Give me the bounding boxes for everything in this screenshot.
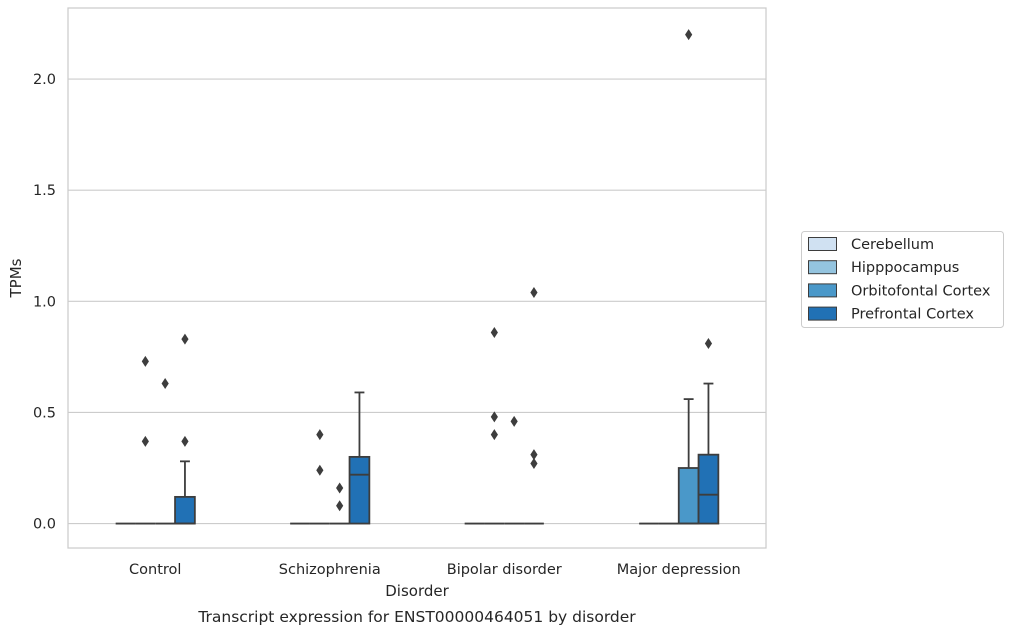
box-group: [677, 29, 700, 525]
chart-caption: Transcript expression for ENST0000046405…: [197, 608, 636, 626]
outlier-point: [181, 435, 189, 447]
outlier-point: [510, 415, 518, 427]
y-tick-label: 1.5: [33, 183, 56, 199]
box-iqr: [697, 453, 720, 525]
outlier-point: [181, 333, 189, 345]
box-group: [697, 338, 720, 525]
box-group: [135, 355, 156, 525]
grid-lines: [68, 78, 766, 525]
box-group: [174, 333, 196, 525]
x-tick-label: Bipolar disorder: [447, 562, 562, 578]
outlier-point: [530, 449, 538, 461]
y-tick-label: 2.0: [33, 72, 56, 88]
y-tick-label: 0.5: [33, 405, 56, 421]
legend-swatch: [808, 306, 837, 321]
legend-label: Hipppocampus: [851, 260, 959, 276]
outlier-point: [530, 286, 538, 298]
y-axis-ticks: 0.0 0.5 1.0 1.5 2.0: [33, 72, 56, 532]
outlier-point: [316, 429, 324, 441]
box-group: [155, 378, 176, 525]
box-iqr: [174, 495, 196, 525]
y-tick-label: 0.0: [33, 517, 56, 533]
box-group: [329, 482, 350, 525]
legend-swatch: [808, 283, 837, 298]
outlier-point: [336, 500, 344, 512]
outlier-point: [490, 429, 498, 441]
legend-label: Prefrontal Cortex: [851, 307, 974, 323]
box-group: [348, 391, 371, 525]
box-iqr: [348, 455, 371, 525]
box-group: [504, 415, 525, 525]
legend: Cerebellum Hipppocampus Orbitofontal Corte…: [801, 231, 1004, 328]
outlier-point: [704, 338, 713, 350]
box-group: [309, 429, 330, 525]
x-tick-label: Schizophrenia: [279, 562, 381, 578]
box-plot-boxes: [115, 29, 720, 525]
x-axis-ticks: Control Schizophrenia Bipolar disorder Majo…: [129, 562, 741, 578]
legend-frame: [801, 231, 1004, 328]
plot-frame: [67, 7, 767, 549]
outlier-point: [685, 29, 693, 41]
outlier-point: [530, 458, 538, 470]
outlier-point: [161, 378, 169, 390]
outlier-point: [141, 435, 149, 447]
box-group: [484, 326, 505, 525]
outlier-point: [490, 411, 498, 423]
y-tick-label: 1.0: [33, 294, 56, 310]
legend-label: Orbitofontal Cortex: [851, 283, 991, 299]
outlier-point: [141, 355, 149, 367]
outlier-point: [316, 464, 324, 476]
box-iqr: [677, 467, 700, 525]
legend-label: Cerebellum: [851, 237, 934, 253]
x-axis-label: Disorder: [385, 582, 449, 600]
legend-swatch: [808, 260, 837, 275]
x-tick-label: Major depression: [617, 562, 741, 578]
outlier-point: [490, 326, 498, 338]
x-tick-label: Control: [129, 562, 181, 578]
legend-items: Cerebellum Hipppocampus Orbitofontal Corte…: [808, 237, 991, 323]
legend-swatch: [808, 237, 837, 251]
box-group: [524, 286, 544, 525]
y-axis-label: TPMs: [7, 258, 25, 298]
outlier-point: [336, 482, 344, 494]
